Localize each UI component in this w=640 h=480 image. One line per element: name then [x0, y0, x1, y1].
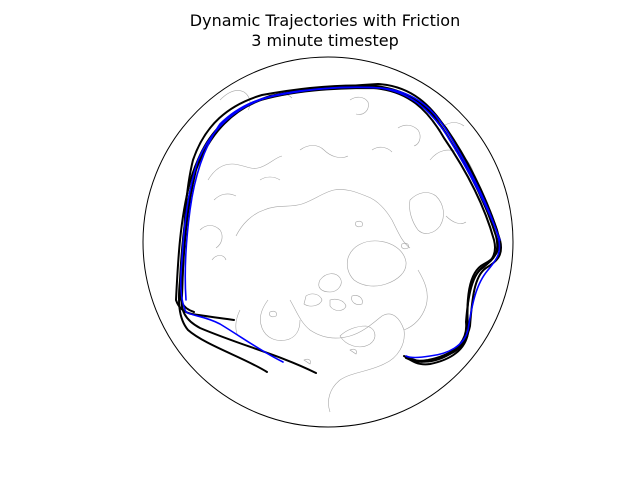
coastline-canadian-islands [303, 273, 363, 311]
coastline-kamchatka [199, 225, 227, 261]
trajectory-2 [178, 82, 502, 373]
coastline-mediterranean [371, 124, 421, 153]
coastline-siberia [235, 189, 411, 249]
coastline-islands [269, 220, 409, 365]
coastline-scandinavia [409, 192, 467, 234]
figure-title: Dynamic Trajectories with Friction 3 min… [0, 11, 640, 51]
trajectory-6 [184, 86, 501, 301]
coastlines [199, 90, 491, 413]
title-line-2: 3 minute timestep [251, 31, 399, 50]
globe-boundary [142, 56, 514, 428]
trajectories [174, 82, 502, 374]
trajectory-5 [180, 86, 501, 363]
trajectory-4 [179, 86, 499, 363]
coastline-hudson-bay [339, 325, 376, 348]
coastline-north-america [289, 269, 428, 413]
coastline-asia-east [207, 145, 349, 201]
coastline-alaska [235, 299, 301, 341]
coastline-europe [429, 122, 491, 215]
coastline-greenland [346, 240, 407, 287]
title-line-1: Dynamic Trajectories with Friction [189, 11, 461, 30]
